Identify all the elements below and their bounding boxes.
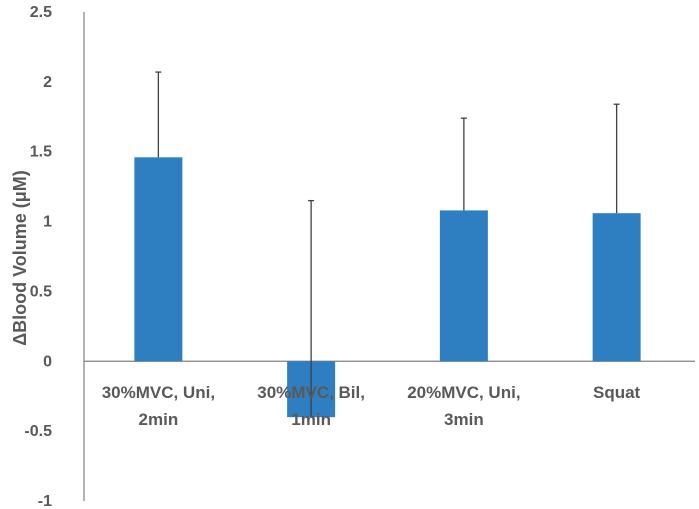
category-label-line: 2min: [139, 410, 179, 429]
category-label: Squat: [593, 383, 641, 402]
bars: [134, 157, 641, 418]
category-label-line: 30%MVC, Uni,: [102, 383, 215, 402]
y-tick-label: 2: [43, 74, 52, 91]
category-label-line: 30%MVC, Bil,: [257, 383, 365, 402]
y-tick-label: 2.5: [30, 4, 52, 21]
category-label: 30%MVC, Bil, 1min: [257, 383, 365, 429]
y-tick-label: 0: [43, 353, 52, 370]
category-labels: 30%MVC, Uni, 2min 30%MVC, Bil, 1min 20%MVC, …: [102, 383, 641, 429]
bar: [592, 213, 641, 362]
category-label-line: 3min: [444, 410, 484, 429]
category-label-line: 1min: [291, 410, 331, 429]
category-label: 30%MVC, Uni, 2min: [102, 383, 215, 429]
y-tick-label: -0.5: [24, 423, 52, 440]
y-axis-title: ΔBlood Volume (μM): [10, 170, 30, 346]
y-tick-labels: 2.5 2 1.5 1 0.5 0 -0.5 -1: [24, 4, 52, 509]
y-tick-label: 0.5: [30, 283, 52, 300]
y-tick-label: -1: [38, 493, 52, 509]
category-label-line: 20%MVC, Uni,: [407, 383, 520, 402]
bar: [134, 157, 183, 362]
bar: [439, 210, 488, 362]
y-tick-label: 1: [43, 214, 52, 231]
category-label: 20%MVC, Uni, 3min: [407, 383, 520, 429]
category-label-line: Squat: [593, 383, 641, 402]
error-bars: [155, 71, 620, 418]
y-tick-label: 1.5: [30, 144, 52, 161]
